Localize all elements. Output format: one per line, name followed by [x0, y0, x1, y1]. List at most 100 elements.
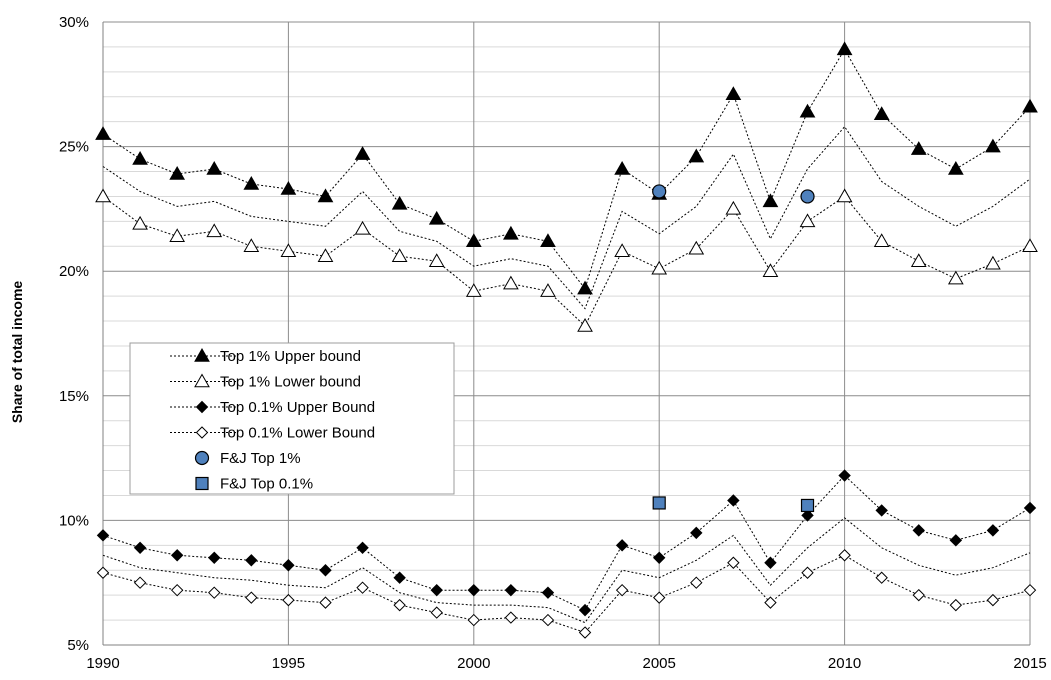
data-point: [169, 228, 186, 243]
legend-box: [129, 342, 455, 495]
data-point: [541, 586, 555, 599]
data-point: [614, 243, 630, 258]
y-tick-label: 15%: [59, 388, 89, 405]
data-point: [875, 504, 888, 517]
data-point: [319, 564, 332, 577]
data-point: [651, 260, 668, 275]
data-point: [690, 526, 703, 540]
legend-marker: [195, 400, 209, 414]
data-point: [614, 161, 630, 175]
data-point: [95, 188, 111, 203]
data-point: [317, 248, 334, 262]
data-point: [910, 141, 927, 155]
data-point: [727, 494, 740, 507]
data-point: [132, 151, 148, 165]
fj-point: [652, 184, 667, 199]
data-point: [503, 275, 519, 290]
data-point: [764, 596, 777, 609]
data-point: [245, 554, 258, 567]
data-point: [280, 180, 297, 195]
data-point: [1022, 238, 1038, 253]
data-point: [208, 551, 221, 564]
legend-marker: [195, 426, 209, 439]
y-tick-label: 10%: [59, 512, 89, 529]
series-line-2: [102, 474, 1031, 611]
y-tick-label: 5%: [67, 637, 89, 654]
data-point: [430, 606, 443, 619]
data-point: [836, 41, 853, 56]
midline: [102, 125, 1031, 310]
y-tick-label: 25%: [59, 139, 89, 156]
data-point: [688, 240, 705, 255]
legend-label: Top 0.1% Upper Bound: [220, 399, 375, 416]
x-tick-label: 2015: [1013, 655, 1046, 672]
data-point: [206, 161, 223, 175]
data-point: [949, 534, 963, 547]
data-point: [428, 253, 445, 267]
series-markers: [95, 41, 1038, 639]
y-tick-labels: 5% 10% 15% 20% 25% 30%: [59, 14, 89, 654]
data-point: [391, 195, 408, 210]
legend-label: Top 1% Upper bound: [220, 348, 361, 365]
data-point: [467, 583, 481, 597]
data-point: [912, 524, 925, 537]
data-point: [354, 146, 371, 160]
data-point: [465, 233, 482, 248]
data-point: [578, 603, 592, 617]
data-point: [801, 509, 814, 522]
data-point: [652, 551, 666, 564]
x-tick-label: 2000: [457, 655, 490, 672]
data-point: [243, 175, 260, 190]
data-point: [280, 243, 297, 258]
data-point: [985, 255, 1001, 270]
data-point: [169, 166, 186, 180]
grid: [102, 21, 1031, 646]
data-point: [1023, 583, 1037, 597]
fj-point: [800, 189, 815, 204]
legend-label: F&J Top 0.1%: [220, 476, 313, 493]
data-point: [133, 541, 147, 555]
data-point: [577, 280, 593, 295]
data-point: [986, 524, 1000, 537]
data-point: [170, 583, 184, 597]
data-point: [208, 586, 221, 599]
data-point: [764, 556, 777, 569]
data-point: [836, 188, 853, 203]
data-point: [838, 469, 851, 482]
data-point: [615, 539, 629, 552]
legend: Top 1% Upper bound Top 1% Lower bound Top …: [129, 342, 455, 495]
legend-marker: [194, 450, 210, 466]
data-point: [910, 253, 927, 267]
fj-point: [800, 498, 815, 513]
fj-point: [652, 496, 666, 510]
data-point: [949, 598, 963, 612]
data-point: [1023, 501, 1037, 515]
legend-label: Top 0.1% Lower Bound: [220, 425, 375, 442]
data-point: [467, 613, 481, 627]
data-point: [799, 213, 816, 228]
data-point: [873, 106, 890, 120]
data-point: [132, 215, 148, 230]
data-point: [319, 596, 332, 609]
data-point: [799, 103, 816, 118]
data-point: [1022, 98, 1038, 113]
data-point: [504, 611, 518, 624]
data-point: [652, 591, 666, 604]
data-point: [985, 138, 1001, 153]
data-point: [391, 248, 408, 262]
series-line-1: [102, 195, 1031, 327]
data-point: [577, 318, 593, 332]
x-tick-label: 2010: [828, 655, 861, 672]
data-point: [282, 593, 295, 607]
data-point: [96, 529, 110, 542]
data-point: [762, 263, 779, 277]
data-point: [170, 549, 184, 562]
data-point: [503, 225, 519, 240]
legend-label: F&J Top 1%: [220, 450, 301, 467]
data-point: [356, 581, 369, 594]
midline: [102, 517, 1031, 624]
legend-marker: [194, 373, 210, 388]
data-point: [354, 220, 371, 235]
data-point: [430, 583, 443, 597]
